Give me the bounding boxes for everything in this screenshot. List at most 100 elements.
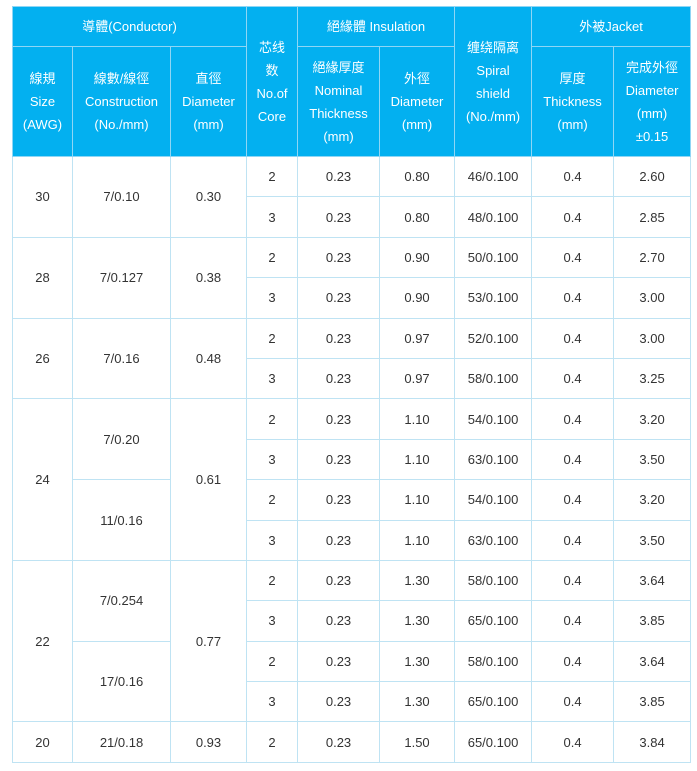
header-line: 絕緣厚度	[312, 59, 365, 75]
header-line: Thickness	[309, 105, 368, 121]
header-line: (mm)	[401, 117, 433, 132]
spiral-shield: 65/0.100	[454, 721, 533, 763]
spiral-shield: 58/0.100	[454, 640, 533, 683]
header-line: ±0.15	[635, 128, 669, 144]
awg-size: 20	[12, 721, 73, 763]
cores: 2	[246, 236, 299, 279]
header-line: (mm)	[636, 105, 668, 121]
spiral-shield: 48/0.100	[454, 196, 533, 238]
ins-outer-diameter: 1.10	[379, 519, 456, 561]
construction: 7/0.20	[72, 398, 171, 481]
construction: 17/0.16	[72, 640, 171, 723]
table-row: 20 21/0.18 0.93 2 0.23 1.50 65/0.100 0.4 3.84	[12, 721, 692, 763]
cores: 3	[246, 357, 299, 400]
spiral-shield: 58/0.100	[454, 559, 533, 602]
finished-diameter: 2.85	[613, 196, 692, 238]
ins-thickness: 0.23	[297, 155, 381, 198]
table-row: 3 0.23 1.10 63/0.100 0.4 3.50	[13, 438, 692, 481]
spiral-header: 缠绕隔离 Spiral shield (No./mm)	[454, 6, 533, 157]
table-row: 3 0.23 0.97 58/0.100 0.4 3.25	[13, 357, 692, 400]
jacket-thickness: 0.4	[531, 681, 615, 723]
header-line: No.of	[256, 85, 288, 101]
ins-outer-diameter: 0.80	[379, 196, 456, 238]
table-row: 17/0.16 2 0.23 1.30 58/0.100 0.4 3.64	[13, 640, 692, 723]
cores: 2	[246, 479, 299, 521]
finished-diameter: 3.20	[613, 398, 692, 440]
jacket-thickness: 0.4	[531, 438, 615, 481]
ins-outer-diameter: 0.80	[379, 155, 456, 198]
spiral-shield: 63/0.100	[454, 519, 533, 561]
ins-outer-diameter: 0.90	[379, 236, 456, 279]
ins-outer-diameter: 1.10	[379, 479, 456, 521]
table-row: 28 7/0.127 0.38 2 0.23 0.90 50/0.100 0.4 2.70	[12, 236, 692, 319]
finished-header: 完成外徑 Diameter (mm) ±0.15	[613, 46, 692, 157]
ins-thickness: 0.23	[297, 196, 381, 238]
spiral-shield: 65/0.100	[454, 681, 533, 723]
cores: 3	[246, 519, 299, 561]
construction: 7/0.16	[72, 317, 171, 400]
cores: 2	[246, 640, 299, 683]
finished-diameter: 3.85	[613, 681, 692, 723]
cores: 3	[246, 438, 299, 481]
header-line: Size	[29, 94, 56, 109]
header-line: (No./mm)	[94, 117, 149, 132]
cores: 2	[246, 317, 299, 359]
cores: 2	[246, 721, 299, 763]
conductor-diameter: 0.61	[169, 398, 248, 561]
header-line: 厚度	[559, 71, 586, 86]
cores-header: 芯线数 No.of Core	[246, 6, 299, 157]
header-line: Core	[257, 108, 287, 124]
construction: 7/0.127	[72, 236, 171, 319]
cores: 2	[246, 398, 299, 440]
jacket-thickness: 0.4	[531, 277, 615, 319]
jacket-thickness: 0.4	[531, 519, 615, 561]
header-line: 外徑	[404, 71, 431, 86]
table-row: 3 0.23 0.90 53/0.100 0.4 3.00	[13, 277, 692, 319]
header-line: Spiral	[476, 62, 510, 78]
spiral-shield: 58/0.100	[454, 357, 533, 400]
ins-thickness: 0.23	[297, 559, 381, 602]
header-line: 芯线	[259, 39, 286, 55]
ins-outer-diameter: 1.10	[379, 398, 456, 440]
ins-outer-diameter: 1.50	[379, 721, 456, 763]
ins-thickness: 0.23	[297, 519, 381, 561]
header-line: 線數/線徑	[93, 71, 150, 86]
finished-diameter: 3.25	[613, 357, 692, 400]
jacket-thickness: 0.4	[531, 196, 615, 238]
header-line: 直徑	[195, 71, 222, 86]
header-line: Nominal	[314, 82, 363, 98]
finished-diameter: 3.00	[613, 277, 692, 319]
construction: 7/0.10	[72, 156, 171, 238]
finished-diameter: 2.70	[613, 236, 692, 279]
diameter-header: 直徑 Diameter (mm)	[169, 46, 248, 157]
header-line: Diameter	[390, 94, 444, 109]
table-row: 3 0.23 1.30 65/0.100 0.4 3.85	[13, 600, 692, 642]
table-row: 26 7/0.16 0.48 2 0.23 0.97 52/0.100 0.4 3.00	[12, 317, 692, 400]
ins-thickness: 0.23	[297, 721, 381, 763]
header-line: 完成外徑	[626, 59, 679, 75]
ins-thickness: 0.23	[297, 236, 381, 279]
finished-diameter: 3.20	[613, 479, 692, 521]
spiral-shield: 63/0.100	[454, 438, 533, 481]
finished-diameter: 3.84	[613, 721, 692, 763]
finished-diameter: 2.60	[613, 155, 692, 198]
spiral-shield: 50/0.100	[454, 236, 533, 279]
insulation-header: 絕緣體 Insulation	[297, 6, 456, 47]
spiral-shield: 52/0.100	[454, 317, 533, 359]
awg-size: 26	[12, 317, 73, 400]
ins-outer-diameter: 1.30	[379, 559, 456, 602]
cores: 3	[246, 600, 299, 642]
header-line: (AWG)	[22, 117, 63, 132]
spiral-shield: 65/0.100	[454, 600, 533, 642]
ins-thickness: 0.23	[297, 277, 381, 319]
awg-size: 24	[12, 398, 73, 561]
jacket-thickness: 0.4	[531, 155, 615, 198]
ins-outer-diameter: 0.90	[379, 277, 456, 319]
ins-thickness: 0.23	[297, 357, 381, 400]
finished-diameter: 3.85	[613, 600, 692, 642]
ins-outer-header: 外徑 Diameter (mm)	[379, 46, 456, 157]
cores: 3	[246, 196, 299, 238]
header-line: Diameter	[182, 94, 235, 109]
finished-diameter: 3.64	[613, 559, 692, 602]
header-line: (mm)	[557, 117, 588, 132]
